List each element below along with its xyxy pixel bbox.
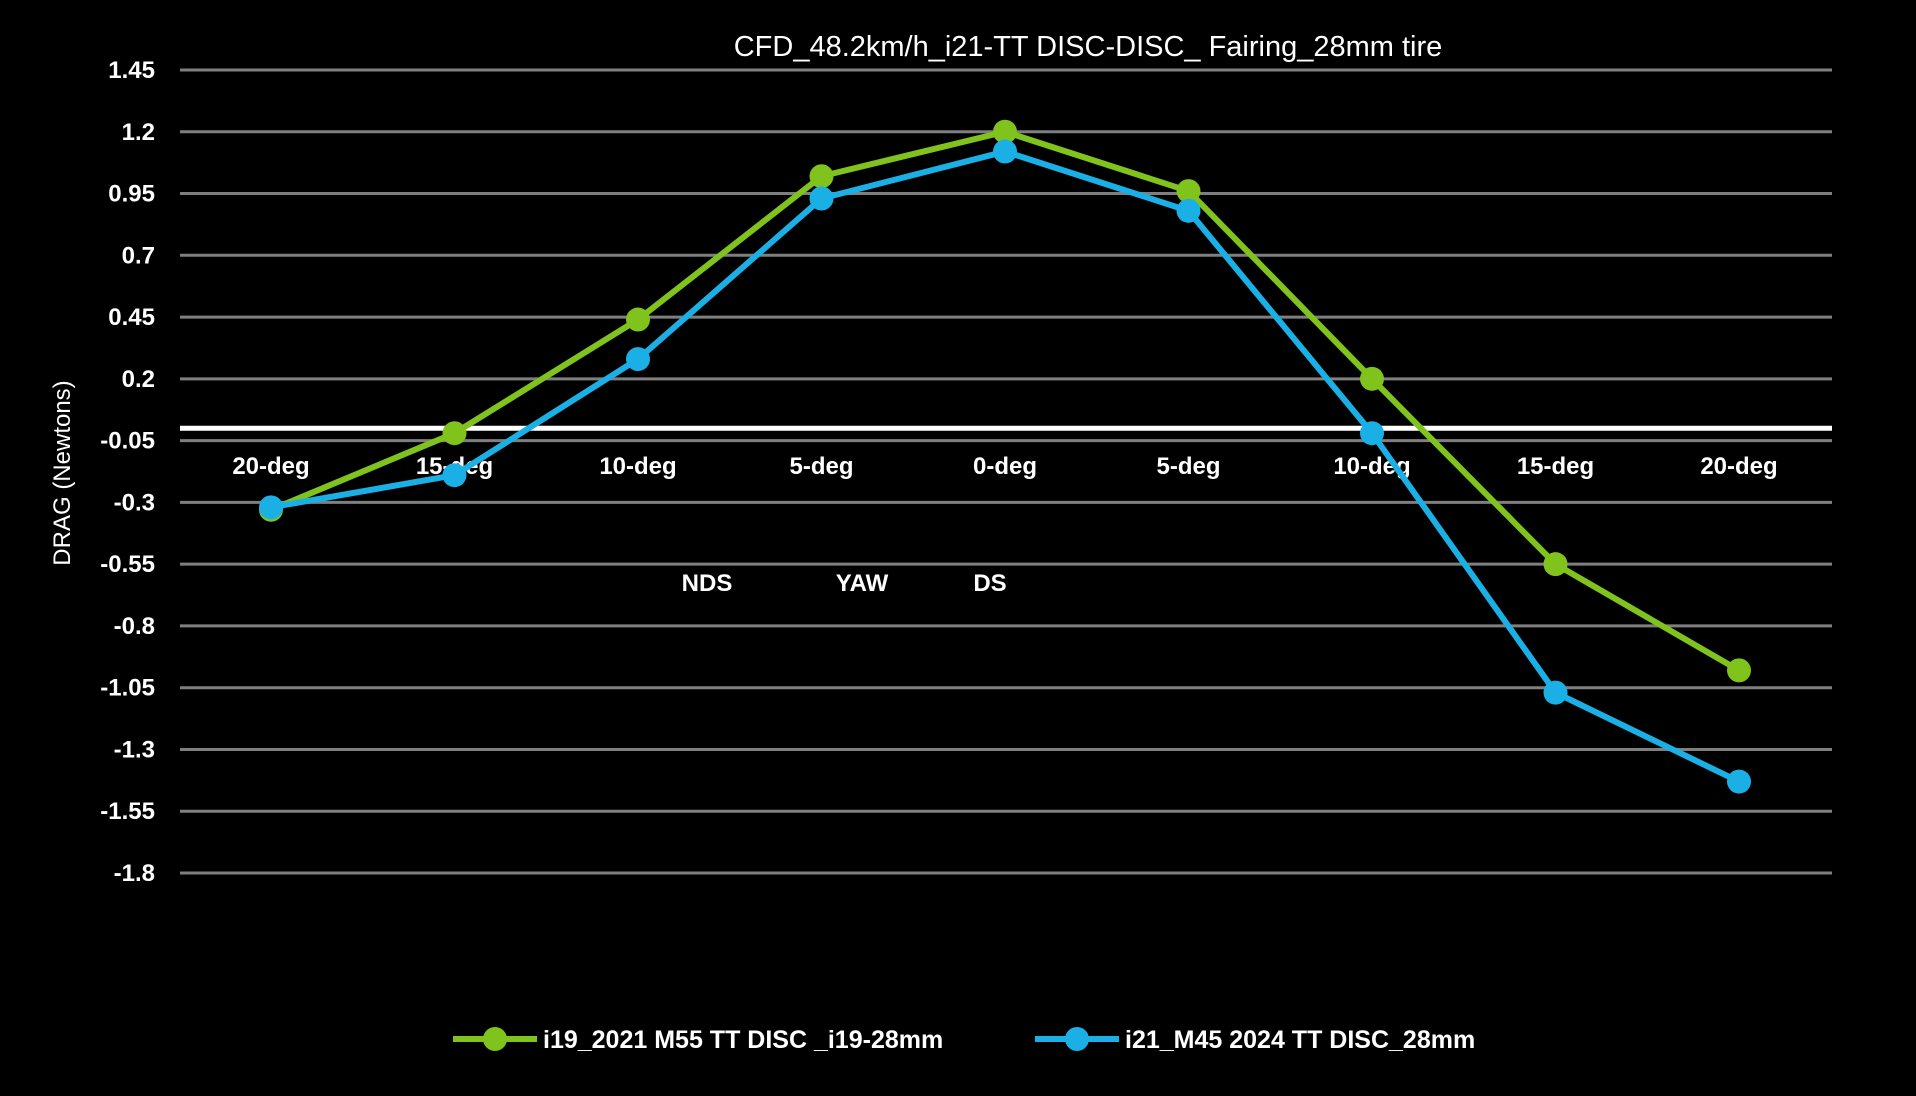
x-category-label: 0-deg bbox=[973, 453, 1037, 480]
data-point bbox=[1176, 198, 1201, 223]
y-axis-label: DRAG (Newtons) bbox=[49, 380, 76, 565]
y-tick-label: 0.45 bbox=[108, 304, 155, 331]
x-category-label: 10-deg bbox=[599, 453, 676, 480]
x-category-label: 5-deg bbox=[1156, 453, 1220, 480]
data-point bbox=[809, 164, 834, 189]
series-1 bbox=[259, 119, 1751, 683]
data-point bbox=[1543, 552, 1568, 577]
y-tick-label: -0.3 bbox=[114, 489, 155, 516]
x-axis-category-labels: 20-deg15-deg10-deg5-deg0-deg5-deg10-deg1… bbox=[232, 453, 1777, 480]
legend-marker bbox=[1065, 1027, 1089, 1051]
y-tick-label: 0.7 bbox=[122, 242, 155, 269]
legend-label: i21_M45 2024 TT DISC_28mm bbox=[1125, 1026, 1475, 1054]
legend-marker bbox=[483, 1027, 507, 1051]
data-point bbox=[1543, 680, 1568, 705]
x-category-label: 20-deg bbox=[1700, 453, 1777, 480]
y-tick-label: -0.55 bbox=[100, 551, 155, 578]
annotation-nds: NDS bbox=[682, 570, 733, 597]
x-category-label: 15-deg bbox=[1517, 453, 1594, 480]
data-point bbox=[1727, 769, 1751, 794]
annotations: NDS YAW DS bbox=[682, 570, 1007, 597]
series-2 bbox=[259, 139, 1751, 794]
data-point bbox=[993, 119, 1017, 144]
y-tick-label: 0.95 bbox=[108, 181, 155, 208]
x-category-label: 20-deg bbox=[232, 453, 309, 480]
y-tick-label: -0.05 bbox=[100, 428, 155, 455]
series-lines bbox=[259, 119, 1751, 794]
y-tick-label: -1.3 bbox=[114, 736, 155, 763]
y-tick-label: 0.2 bbox=[122, 366, 155, 393]
data-point bbox=[1360, 366, 1384, 391]
x-category-label: 5-deg bbox=[789, 453, 853, 480]
data-point bbox=[1176, 179, 1201, 204]
y-tick-label: -1.55 bbox=[100, 798, 155, 825]
legend-item: i21_M45 2024 TT DISC_28mm bbox=[1035, 1026, 1475, 1054]
grid-lines bbox=[180, 68, 1832, 875]
data-point bbox=[442, 421, 467, 446]
data-point bbox=[809, 186, 834, 211]
legend-item: i19_2021 M55 TT DISC _i19-28mm bbox=[453, 1026, 943, 1054]
data-point bbox=[993, 139, 1017, 164]
data-point bbox=[626, 307, 650, 332]
data-point bbox=[1360, 421, 1384, 446]
data-point bbox=[1727, 658, 1751, 683]
y-tick-label: -1.05 bbox=[100, 675, 155, 702]
data-point bbox=[442, 463, 467, 488]
legend-label: i19_2021 M55 TT DISC _i19-28mm bbox=[543, 1026, 943, 1054]
y-tick-label: -1.8 bbox=[114, 860, 155, 887]
y-tick-label: 1.2 bbox=[122, 119, 155, 146]
chart-title: CFD_48.2km/h_i21-TT DISC-DISC_ Fairing_2… bbox=[734, 31, 1443, 63]
y-tick-label: -0.8 bbox=[114, 613, 155, 640]
y-axis-tick-labels: 1.45 1.2 0.95 0.7 0.45 0.2 -0.05 -0.3 -0.55 -0.8 -… bbox=[100, 57, 155, 887]
data-point bbox=[626, 347, 650, 372]
legend: i19_2021 M55 TT DISC _i19-28mm i21_M45 20… bbox=[453, 1026, 1475, 1054]
data-point bbox=[259, 495, 283, 520]
y-tick-label: 1.45 bbox=[108, 57, 155, 84]
annotation-ds: DS bbox=[973, 570, 1006, 597]
annotation-yaw: YAW bbox=[836, 570, 889, 597]
